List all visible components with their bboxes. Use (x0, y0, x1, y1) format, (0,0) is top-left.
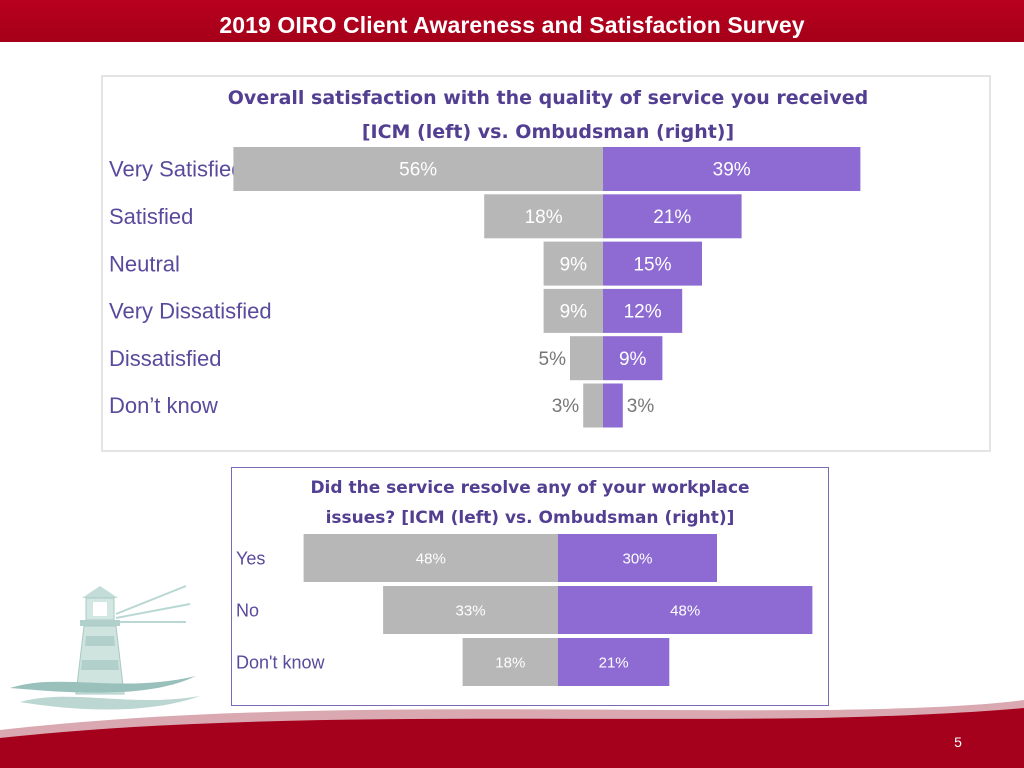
category-label: Satisfied (109, 204, 193, 229)
slide-title: 2019 OIRO Client Awareness and Satisfact… (219, 12, 805, 38)
ombudsman-bar (603, 336, 663, 381)
ombudsman-bar (558, 534, 717, 582)
ombudsman-data-label: 12% (624, 302, 662, 323)
icm-data-label: 56% (399, 160, 437, 181)
icm-bar (303, 534, 558, 582)
page-number: 5 (954, 734, 962, 750)
chart-title-line: issues? [ICM (left) vs. Ombudsman (right… (326, 508, 735, 528)
icm-bar (543, 241, 603, 286)
resolution-chart: Did the service resolve any of your work… (236, 478, 813, 686)
ombudsman-data-label: 9% (619, 349, 647, 370)
title-bar (0, 0, 1024, 42)
ombudsman-bar (558, 638, 670, 686)
category-label: Dissatisfied (109, 346, 221, 371)
ombudsman-bar (603, 383, 623, 428)
satisfaction-chart: Overall satisfaction with the quality of… (109, 87, 868, 428)
category-label: Yes (236, 548, 265, 568)
chart-title-line: Overall satisfaction with the quality of… (228, 87, 868, 109)
icm-data-label: 18% (495, 654, 525, 671)
icm-data-label: 33% (456, 602, 486, 619)
category-label: Neutral (109, 251, 180, 276)
category-label: Very Dissatisfied (109, 299, 272, 324)
chart-title-line: [ICM (left) vs. Ombudsman (right)] (362, 121, 734, 143)
ombudsman-data-label: 39% (713, 160, 751, 181)
category-label: Very Satisfied (109, 157, 244, 182)
ombudsman-bar (603, 288, 683, 333)
ombudsman-bar (603, 241, 702, 286)
ombudsman-data-label: 15% (633, 254, 671, 275)
ombudsman-data-label: 30% (622, 550, 652, 567)
icm-bar (543, 288, 603, 333)
icm-data-label: 48% (416, 550, 446, 567)
ombudsman-data-label: 3% (627, 396, 655, 417)
satisfaction-chart-panel: Overall satisfaction with the quality of… (101, 75, 991, 452)
lighthouse-logo-icon (10, 585, 200, 710)
footer-band (0, 700, 1024, 768)
icm-data-label: 9% (560, 254, 588, 275)
icm-bar (570, 336, 603, 381)
icm-bar (462, 638, 558, 686)
icm-data-label: 18% (525, 207, 563, 228)
resolution-chart-panel: Did the service resolve any of your work… (231, 467, 829, 706)
ombudsman-data-label: 48% (670, 602, 700, 619)
icm-bar (583, 383, 603, 428)
category-label: Don't know (236, 652, 325, 672)
icm-bar (383, 586, 558, 634)
ombudsman-bar (603, 147, 861, 191)
icm-bar (233, 147, 603, 191)
ombudsman-bar (603, 194, 742, 239)
ombudsman-data-label: 21% (653, 207, 691, 228)
icm-data-label: 3% (552, 396, 580, 417)
icm-bar (484, 194, 603, 239)
chart-title-line: Did the service resolve any of your work… (310, 478, 749, 498)
icm-data-label: 9% (560, 302, 588, 323)
icm-data-label: 5% (539, 349, 567, 370)
ombudsman-bar (558, 586, 813, 634)
ombudsman-data-label: 21% (599, 654, 629, 671)
category-label: No (236, 600, 259, 620)
category-label: Don’t know (109, 393, 218, 418)
